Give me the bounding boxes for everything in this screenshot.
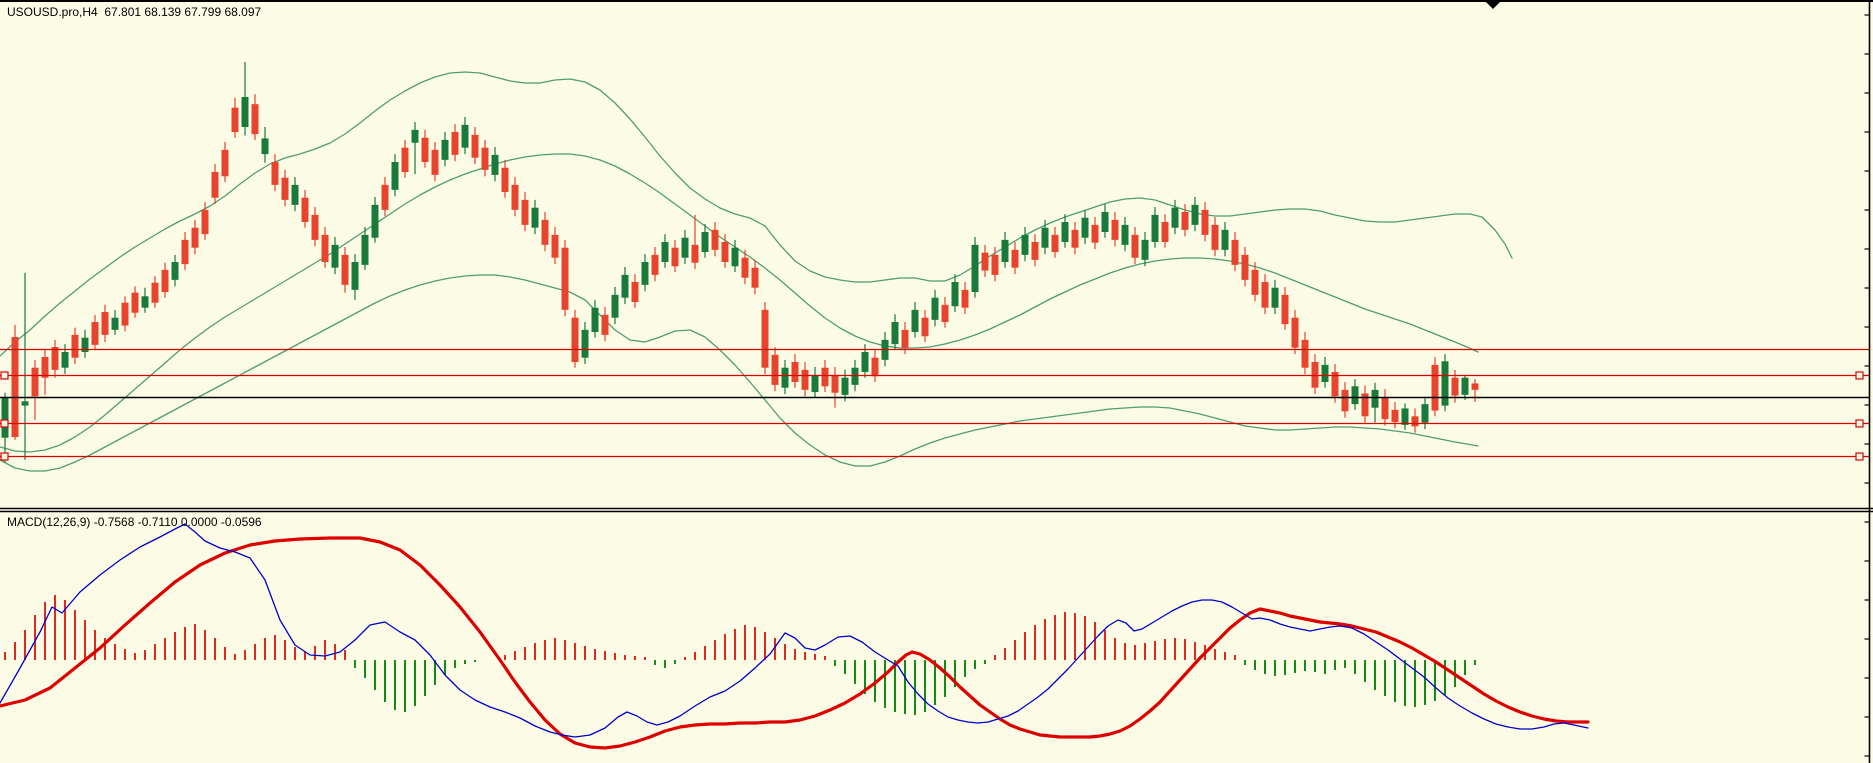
hline-handle[interactable] [0, 419, 9, 428]
chart-shift-marker-icon[interactable] [1486, 2, 1500, 9]
candlesticks [1, 62, 1479, 463]
macd-indicator-label: MACD(12,26,9) -0.7568 -0.7110 0.0000 -0.… [7, 515, 262, 529]
chart-symbol-title: USOUSD.pro,H4 67.801 68.139 67.799 68.09… [7, 5, 262, 19]
hline-handle[interactable] [0, 452, 9, 461]
level-lines[interactable] [0, 348, 1870, 461]
hline-handle[interactable] [1855, 419, 1864, 428]
hline-handle[interactable] [0, 371, 9, 380]
macd-pane [0, 523, 1590, 750]
hline-handle[interactable] [1855, 452, 1864, 461]
hline-handle[interactable] [1855, 371, 1864, 380]
